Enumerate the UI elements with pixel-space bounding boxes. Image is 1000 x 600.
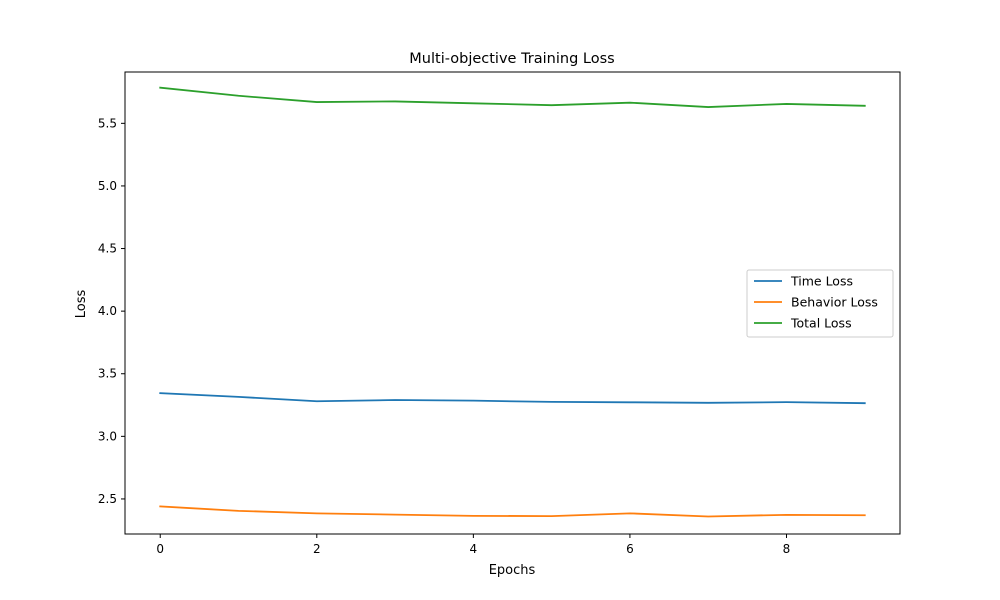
y-axis-label: Loss: [74, 290, 89, 319]
chart-title: Multi-objective Training Loss: [409, 51, 614, 67]
y-tick-label: 4.5: [98, 242, 117, 256]
legend: Time Loss Behavior Loss Total Loss: [746, 269, 894, 338]
legend-label-1: Time Loss: [790, 274, 853, 289]
x-axis-label: Epochs: [489, 563, 536, 578]
y-tick-label: 2.5: [98, 492, 117, 506]
x-tick-label: 2: [313, 542, 321, 556]
x-tick-label: 6: [626, 542, 634, 556]
legend-label-3: Total Loss: [790, 316, 852, 331]
y-tick-label: 5.0: [98, 179, 117, 193]
legend-box: [746, 269, 894, 338]
y-tick-label: 3.5: [98, 367, 117, 381]
x-tick-label: 0: [156, 542, 164, 556]
y-tick-label: 5.5: [98, 116, 117, 130]
x-tick-label: 8: [783, 542, 791, 556]
x-tick-label: 4: [470, 542, 478, 556]
legend-label-2: Behavior Loss: [791, 295, 878, 310]
plot-frame: [124, 71, 901, 535]
y-tick-label: 4.0: [98, 304, 117, 318]
plot-area: 0 2 4 6 8 2.5 3.0 3.5 4.0 4.5 5.0 5.5: [98, 71, 901, 556]
series-line-1: [159, 392, 866, 405]
series-line-2: [159, 505, 866, 518]
series-line-3: [159, 86, 866, 108]
y-tick-label: 3.0: [98, 429, 117, 443]
